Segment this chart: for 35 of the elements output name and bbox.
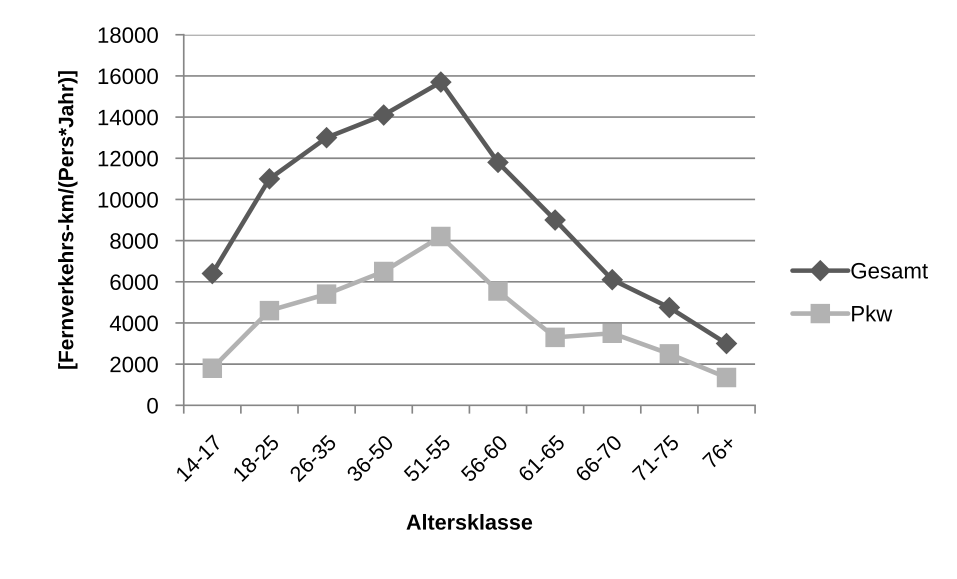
- point: [373, 104, 394, 126]
- point: [545, 328, 565, 348]
- y-tick-label: 0: [147, 398, 158, 414]
- point: [716, 368, 736, 388]
- point: [658, 297, 680, 318]
- point: [602, 324, 622, 343]
- legend-label: Gesamt: [851, 262, 928, 279]
- point: [487, 152, 508, 173]
- point: [202, 263, 223, 284]
- x-axis-title: Altersklasse: [406, 514, 532, 530]
- y-tick-label: 10000: [98, 192, 158, 208]
- point: [602, 269, 623, 290]
- y-tick-label: 18000: [98, 27, 158, 44]
- point: [316, 284, 336, 304]
- y-tick-label: 4000: [110, 315, 158, 332]
- y-tick-label: 16000: [98, 68, 158, 84]
- y-tick-label: 2000: [110, 356, 158, 372]
- y-axis-title: [Fernverkehrs-km/(Pers*Jahr)]: [58, 71, 78, 369]
- x-tick-label: 76+: [702, 434, 737, 470]
- point: [660, 344, 680, 364]
- point: [716, 333, 738, 354]
- point: [488, 281, 508, 301]
- y-tick-label: 12000: [98, 150, 158, 167]
- y-tick-label: 8000: [110, 233, 158, 249]
- point: [374, 262, 394, 282]
- y-tick-label: 6000: [110, 274, 158, 290]
- y-tick-label: 14000: [98, 110, 158, 126]
- point: [430, 72, 452, 93]
- point: [316, 127, 338, 148]
- legend-label: Pkw: [852, 305, 892, 322]
- point: [202, 358, 222, 378]
- point: [258, 168, 280, 190]
- point: [431, 226, 451, 246]
- point: [544, 210, 566, 231]
- point: [260, 300, 280, 320]
